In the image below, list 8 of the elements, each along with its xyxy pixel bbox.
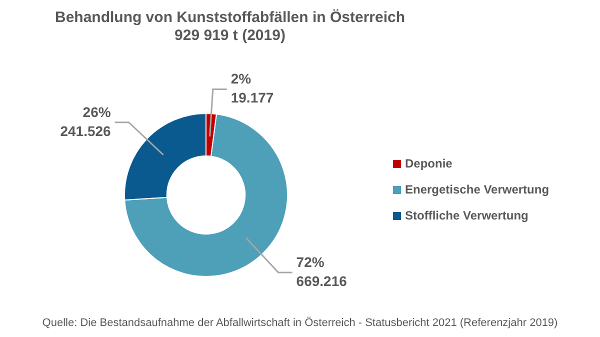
legend-label: Energetische Verwertung (405, 182, 550, 196)
legend-label: Deponie (405, 156, 453, 170)
source-note: Quelle: Die Bestandsaufnahme der Abfallwirtschaft in Österreich - Statusbericht 2021 (Referenzjahr 2019) (42, 316, 558, 330)
chart-title: Behandlung von Kunststoffabfällen in Österreich 929 919 t (2019) (54, 9, 406, 44)
data-label: 72% 669.216 (296, 254, 348, 289)
data-label: 26% 241.526 (60, 104, 112, 139)
data-label: 2% 19.177 (230, 70, 274, 106)
legend-label: Stoffliche Verwertung (405, 208, 528, 222)
